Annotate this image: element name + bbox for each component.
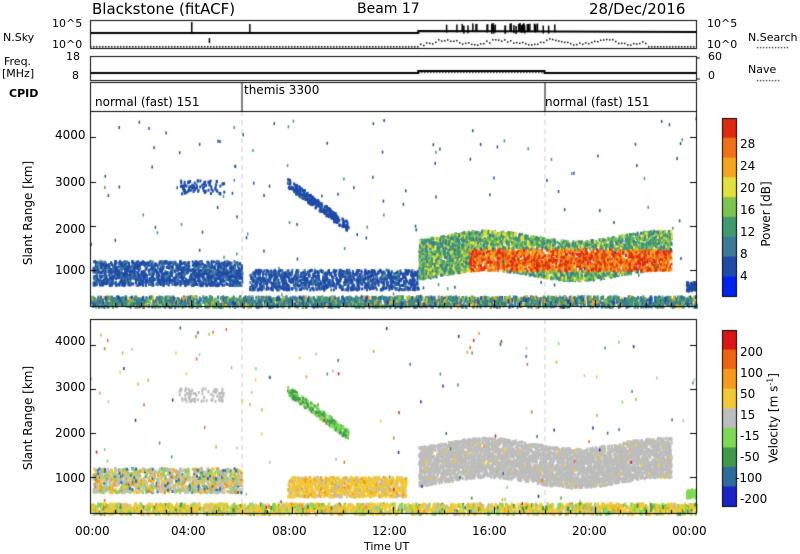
xtick-0800: 08:00 bbox=[272, 524, 307, 538]
freq-left-tick-top: 18 bbox=[66, 50, 80, 63]
cpid-segment-3: normal (fast) 151 bbox=[545, 95, 650, 109]
velocity-ytick-3000: 3000 bbox=[55, 380, 86, 394]
velocity-cbar-neg50: -50 bbox=[740, 450, 760, 464]
freq-left-tick-bottom: 8 bbox=[72, 69, 79, 82]
power-ytick-2000: 2000 bbox=[55, 222, 86, 236]
power-cbar-12: 12 bbox=[740, 225, 756, 239]
power-ytick-3000: 3000 bbox=[55, 175, 86, 189]
freq-unit: [MHz] bbox=[2, 67, 35, 80]
power-cbar-28: 28 bbox=[740, 137, 756, 151]
velocity-ytick-1000: 1000 bbox=[55, 471, 86, 485]
velocity-cbar-15: 15 bbox=[740, 408, 756, 422]
xtick-0400: 04:00 bbox=[171, 524, 206, 538]
power-cbar-title: Power [dB] bbox=[759, 181, 773, 247]
power-cbar-24: 24 bbox=[740, 159, 756, 173]
nsky-label: N.Sky bbox=[3, 31, 35, 44]
freq-label: Freq. bbox=[4, 55, 32, 68]
cpid-segment-2: themis 3300 bbox=[244, 83, 320, 97]
sky-right-tick-top: 10^5 bbox=[707, 17, 738, 30]
velocity-cbar-neg100: -100 bbox=[735, 471, 763, 485]
freq-right-tick-bottom: 0 bbox=[708, 69, 715, 82]
power-cbar-4: 4 bbox=[740, 269, 748, 283]
nave-label: Nave bbox=[748, 63, 777, 76]
power-ytick-4000: 4000 bbox=[55, 128, 86, 142]
freq-right-tick-top: 60 bbox=[708, 50, 722, 63]
power-cbar-8: 8 bbox=[740, 247, 748, 261]
xtick-1200: 12:00 bbox=[372, 524, 407, 538]
date-title: 28/Dec/2016 bbox=[589, 0, 686, 18]
cpid-label: CPID bbox=[9, 87, 39, 100]
xtick-2000: 20:00 bbox=[572, 524, 607, 538]
power-cbar-16: 16 bbox=[740, 203, 756, 217]
nsearch-label: N.Search bbox=[748, 31, 798, 44]
xtick-1600: 16:00 bbox=[472, 524, 507, 538]
velocity-ytick-4000: 4000 bbox=[55, 334, 86, 348]
velocity-cbar-200: 200 bbox=[740, 345, 763, 359]
sky-left-tick-top: 10^5 bbox=[52, 17, 83, 30]
velocity-cbar-100: 100 bbox=[740, 366, 763, 380]
velocity-ytick-2000: 2000 bbox=[55, 426, 86, 440]
velocity-cbar-title: Velocity [m s-1] bbox=[765, 373, 781, 463]
power-ytick-1000: 1000 bbox=[55, 263, 86, 277]
velocity-ylabel: Slant Range [km] bbox=[21, 365, 35, 471]
sky-left-tick-bottom: 10^0 bbox=[52, 38, 83, 51]
velocity-cbar-neg15: -15 bbox=[740, 429, 760, 443]
velocity-cbar-50: 50 bbox=[740, 387, 756, 401]
power-cbar-20: 20 bbox=[740, 181, 756, 195]
xtick-0000-end: 00:00 bbox=[672, 524, 707, 538]
x-axis-title: Time UT bbox=[364, 540, 410, 553]
beam-title: Beam 17 bbox=[357, 1, 420, 17]
cpid-segment-1: normal (fast) 151 bbox=[95, 95, 200, 109]
power-ylabel: Slant Range [km] bbox=[21, 160, 35, 266]
station-title: Blackstone (fitACF) bbox=[92, 0, 236, 18]
sky-right-tick-bottom: 10^0 bbox=[707, 38, 738, 51]
xtick-0000: 00:00 bbox=[75, 524, 110, 538]
velocity-cbar-neg200: -200 bbox=[740, 492, 768, 506]
